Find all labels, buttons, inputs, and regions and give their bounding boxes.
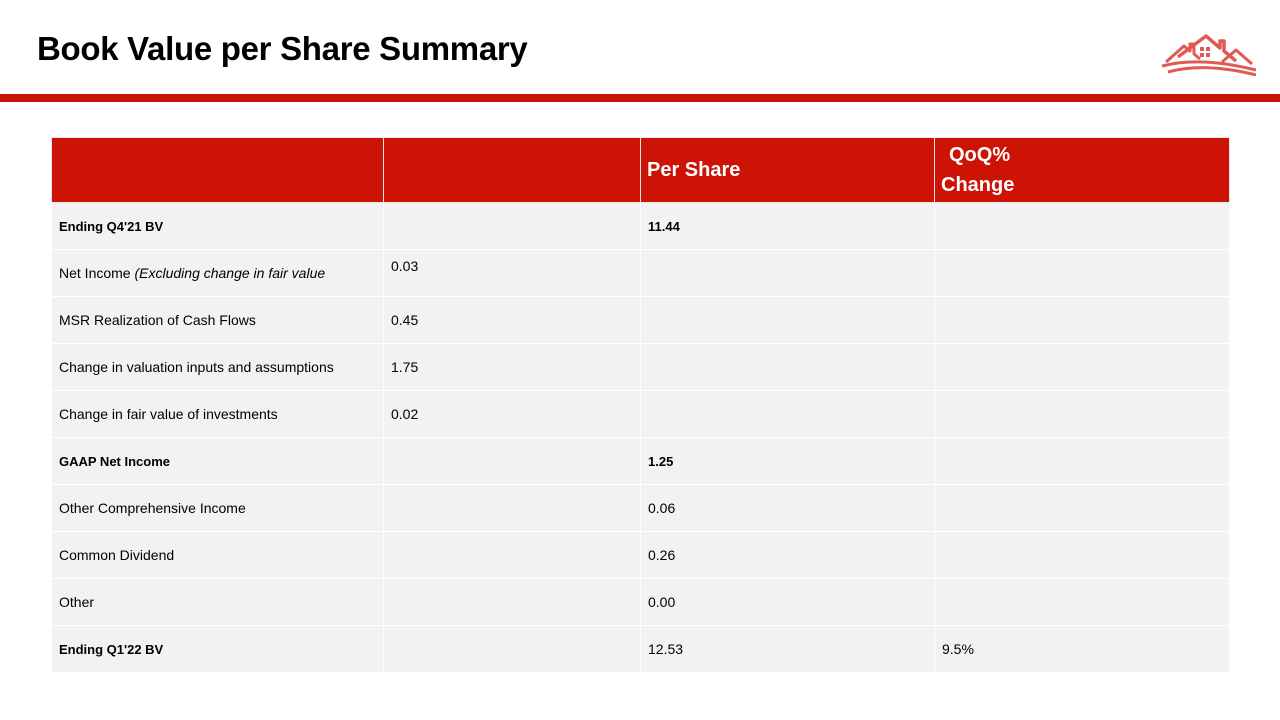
row-per-share-value bbox=[640, 249, 935, 297]
row-per-share-value: 0.06 bbox=[640, 484, 935, 532]
header-change-label: Change bbox=[941, 174, 1015, 196]
row-label: Ending Q4'21 BV bbox=[51, 202, 384, 250]
houses-logo-icon bbox=[1161, 34, 1257, 76]
table-row: Other 0.00 bbox=[51, 578, 1230, 626]
header-cell-component bbox=[383, 137, 641, 203]
header-cell-per-share: Per Share bbox=[640, 137, 935, 203]
row-label: Net Income (Excluding change in fair val… bbox=[51, 249, 384, 297]
row-label: Other bbox=[51, 578, 384, 626]
row-component-value: 0.02 bbox=[383, 390, 641, 438]
header-cell-label bbox=[51, 137, 384, 203]
table-header-row: Per Share QoQ% Change bbox=[51, 137, 1230, 203]
row-label: Change in valuation inputs and assumptio… bbox=[51, 343, 384, 391]
table-row: GAAP Net Income 1.25 bbox=[51, 437, 1230, 485]
row-label: Change in fair value of investments bbox=[51, 390, 384, 438]
row-label: MSR Realization of Cash Flows bbox=[51, 296, 384, 344]
row-qoq-value bbox=[934, 531, 1230, 579]
row-per-share-value: 12.53 bbox=[640, 625, 935, 673]
row-component-value bbox=[383, 202, 641, 250]
row-per-share-value: 1.25 bbox=[640, 437, 935, 485]
row-per-share-value: 0.26 bbox=[640, 531, 935, 579]
table-row: Ending Q4'21 BV 11.44 bbox=[51, 202, 1230, 250]
row-qoq-value bbox=[934, 296, 1230, 344]
row-per-share-value: 11.44 bbox=[640, 202, 935, 250]
row-component-value bbox=[383, 437, 641, 485]
row-component-value bbox=[383, 578, 641, 626]
row-label-text: Net Income bbox=[59, 265, 135, 281]
row-qoq-value bbox=[934, 249, 1230, 297]
table-row: Change in valuation inputs and assumptio… bbox=[51, 343, 1230, 391]
table-row: Ending Q1'22 BV 12.53 9.5% bbox=[51, 625, 1230, 673]
table-row: MSR Realization of Cash Flows 0.45 bbox=[51, 296, 1230, 344]
table-row: Net Income (Excluding change in fair val… bbox=[51, 249, 1230, 297]
row-component-value bbox=[383, 625, 641, 673]
row-per-share-value bbox=[640, 343, 935, 391]
row-component-value bbox=[383, 484, 641, 532]
row-per-share-value bbox=[640, 296, 935, 344]
row-label: Ending Q1'22 BV bbox=[51, 625, 384, 673]
row-label-note: (Excluding change in fair value bbox=[134, 265, 326, 281]
row-qoq-value bbox=[934, 343, 1230, 391]
row-component-value: 1.75 bbox=[383, 343, 641, 391]
row-qoq-value bbox=[934, 390, 1230, 438]
table-row: Common Dividend 0.26 bbox=[51, 531, 1230, 579]
row-per-share-value: 0.00 bbox=[640, 578, 935, 626]
book-value-table: Per Share QoQ% Change Ending Q4'21 BV 11… bbox=[51, 137, 1230, 673]
row-label: Common Dividend bbox=[51, 531, 384, 579]
row-qoq-value bbox=[934, 437, 1230, 485]
row-component-value: 0.45 bbox=[383, 296, 641, 344]
header-divider-bar bbox=[0, 94, 1280, 102]
row-component-value bbox=[383, 531, 641, 579]
row-qoq-value bbox=[934, 578, 1230, 626]
row-qoq-value: 9.5% bbox=[934, 625, 1230, 673]
table-row: Change in fair value of investments 0.02 bbox=[51, 390, 1230, 438]
header-cell-qoq: QoQ% Change bbox=[934, 137, 1230, 203]
row-label: GAAP Net Income bbox=[51, 437, 384, 485]
row-label: Other Comprehensive Income bbox=[51, 484, 384, 532]
table-row: Other Comprehensive Income 0.06 bbox=[51, 484, 1230, 532]
row-component-value: 0.03 bbox=[383, 249, 641, 297]
row-per-share-value bbox=[640, 390, 935, 438]
header-qoq-label: QoQ% bbox=[949, 144, 1011, 166]
row-qoq-value bbox=[934, 202, 1230, 250]
slide-title: Book Value per Share Summary bbox=[37, 30, 528, 67]
row-qoq-value bbox=[934, 484, 1230, 532]
